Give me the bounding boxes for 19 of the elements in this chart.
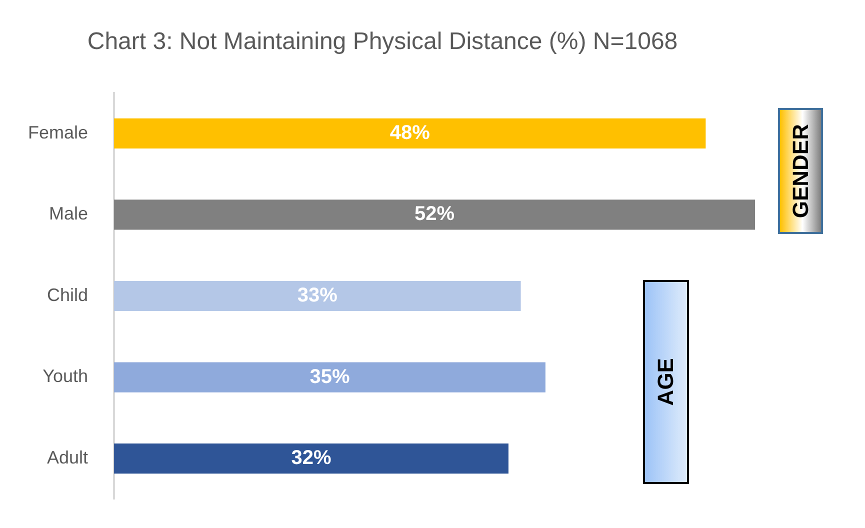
- bar: [114, 200, 755, 230]
- data-label: 32%: [291, 447, 332, 470]
- bar: [114, 118, 706, 148]
- annotation: AGE: [653, 358, 679, 406]
- y-tick-label: Male: [49, 204, 88, 224]
- bar: [114, 444, 508, 474]
- bar: [114, 362, 546, 392]
- y-tick-label: Child: [46, 284, 88, 305]
- text-box: AGE: [643, 280, 689, 484]
- y-tick-label: Adult: [46, 448, 88, 468]
- data-label: 33%: [297, 284, 338, 307]
- data-label: 52%: [414, 203, 455, 226]
- y-tick-label: Female: [28, 122, 88, 142]
- data-label: 48%: [390, 122, 430, 144]
- data-label: 35%: [310, 366, 350, 388]
- bar: [114, 280, 521, 312]
- text-box: GENDER: [778, 108, 823, 234]
- chart-title: Chart 3: Not Maintaining Physical Distance (%) N=1068: [87, 28, 678, 56]
- y-tick-label: Youth: [42, 366, 88, 386]
